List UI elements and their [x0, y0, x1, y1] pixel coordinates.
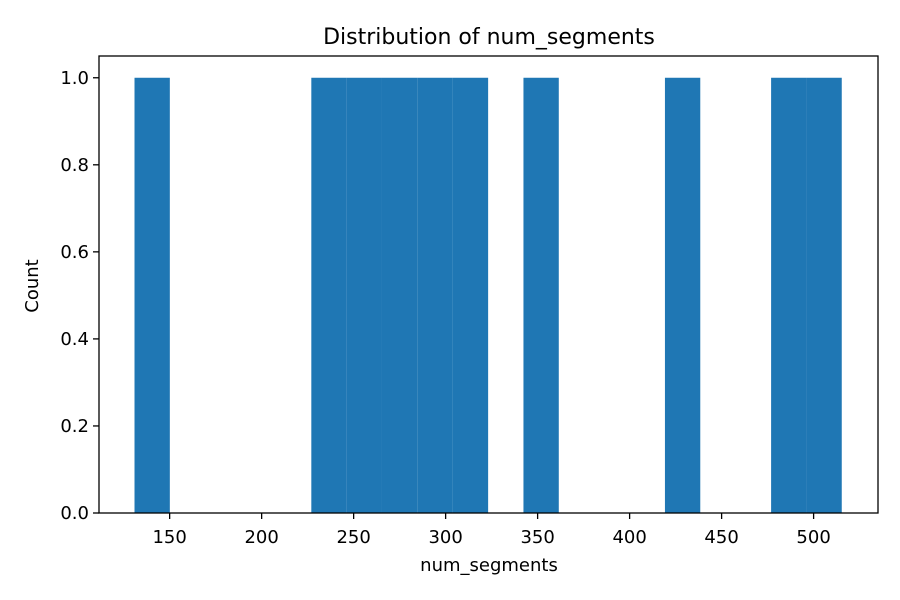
x-tick-label: 500 [796, 527, 830, 548]
x-tick-label: 300 [428, 527, 462, 548]
histogram-bar-3 [346, 77, 382, 513]
x-tick-label: 200 [244, 527, 278, 548]
chart-title: Distribution of num_segments [323, 25, 655, 50]
y-tick-label: 0.8 [60, 155, 89, 176]
x-tick-label: 450 [704, 527, 738, 548]
y-tick-label: 1.0 [60, 68, 89, 89]
histogram-bar-8 [664, 77, 701, 513]
y-tick-label: 0.0 [60, 503, 89, 524]
y-tick-label: 0.2 [60, 416, 89, 437]
x-axis-label: num_segments [420, 555, 558, 576]
y-tick-label: 0.4 [60, 329, 89, 350]
histogram-bar-5 [417, 77, 453, 513]
y-axis-ticks: 0.0 0.2 0.4 0.6 0.8 1.0 [60, 68, 99, 524]
x-tick-label: 400 [612, 527, 646, 548]
histogram-bar-10 [806, 77, 842, 513]
histogram-bar-4 [381, 77, 418, 513]
histogram-bar-1 [134, 77, 170, 513]
histogram-bar-9 [771, 77, 807, 513]
bars-group [134, 77, 842, 513]
x-axis-ticks: 150 200 250 300 350 400 450 500 [152, 513, 831, 548]
y-tick-label: 0.6 [60, 242, 89, 263]
x-tick-label: 350 [520, 527, 554, 548]
x-tick-label: 150 [152, 527, 186, 548]
y-axis-label: Count [22, 259, 43, 312]
histogram-bar-7 [523, 77, 559, 513]
x-tick-label: 250 [336, 527, 370, 548]
histogram-bar-2 [311, 77, 347, 513]
axes-frame [98, 55, 879, 514]
histogram-bar-6 [452, 77, 489, 513]
